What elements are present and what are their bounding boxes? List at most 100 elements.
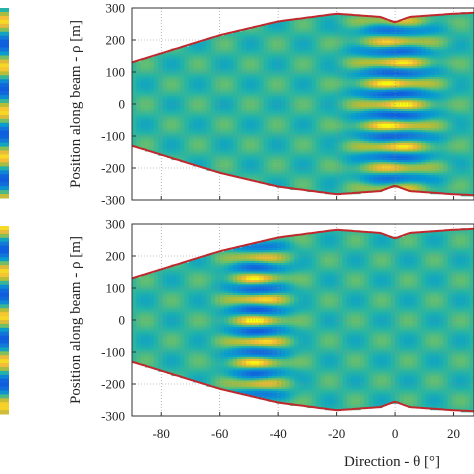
- heatmap-cell: [241, 48, 247, 52]
- heatmap-cell: [425, 40, 431, 43]
- heatmap-cell: [430, 108, 436, 111]
- heatmap-cell: [395, 44, 401, 47]
- heatmap-cell: [386, 95, 392, 99]
- heatmap-cell: [289, 95, 295, 99]
- heatmap-cell: [386, 74, 392, 77]
- heatmap-cell: [333, 99, 339, 103]
- heatmap-cell: [311, 146, 317, 150]
- heatmap-cell: [399, 50, 405, 54]
- heatmap-cell: [390, 110, 396, 114]
- heatmap-cell: [232, 44, 238, 47]
- heatmap-cell: [232, 80, 238, 84]
- heatmap-cell: [250, 89, 256, 92]
- heatmap-cell: [254, 168, 260, 171]
- heatmap-cell: [189, 106, 194, 109]
- heatmap-cell: [175, 59, 181, 62]
- heatmap-cell: [324, 74, 330, 77]
- heatmap-cell: [412, 40, 418, 43]
- heatmap-cell: [246, 131, 251, 135]
- heatmap-cell: [425, 20, 431, 24]
- heatmap-cell: [307, 150, 313, 154]
- heatmap-cell: [421, 138, 427, 141]
- heatmap-cell: [324, 76, 330, 79]
- heatmap-cell: [421, 59, 427, 62]
- heatmap-cell: [184, 101, 190, 105]
- heatmap-cell: [351, 138, 357, 141]
- heatmap-cell: [149, 110, 155, 114]
- heatmap-cell: [346, 133, 352, 137]
- colorbar-cell: [0, 158, 9, 163]
- heatmap-cell: [386, 80, 392, 84]
- heatmap-cell: [136, 63, 142, 67]
- heatmap-cell: [180, 78, 186, 82]
- heatmap-cell: [145, 127, 151, 131]
- heatmap-cell: [228, 44, 234, 47]
- heatmap-cell: [167, 127, 173, 131]
- heatmap-cell: [145, 146, 151, 150]
- heatmap-cell: [333, 114, 339, 118]
- heatmap-cell: [259, 155, 265, 158]
- heatmap-cell: [351, 82, 357, 86]
- heatmap-cell: [206, 63, 212, 67]
- heatmap-cell: [276, 86, 282, 90]
- heatmap-cell: [417, 153, 422, 156]
- heatmap-cell: [403, 52, 409, 56]
- heatmap-cell: [197, 114, 203, 118]
- heatmap-cell: [390, 72, 396, 75]
- heatmap-cell: [281, 136, 287, 139]
- heatmap-cell: [303, 138, 308, 141]
- heatmap-cell: [232, 148, 238, 152]
- heatmap-cell: [162, 142, 168, 146]
- heatmap-cell: [311, 133, 317, 137]
- heatmap-cell: [136, 110, 142, 114]
- heatmap-cell: [351, 125, 357, 129]
- heatmap-cell: [434, 182, 440, 186]
- heatmap-cell: [254, 153, 260, 156]
- heatmap-cell: [316, 78, 322, 82]
- heatmap-cell: [294, 127, 300, 131]
- heatmap-cell: [316, 127, 322, 131]
- heatmap-cell: [250, 127, 256, 131]
- heatmap-cell: [153, 101, 159, 105]
- heatmap-cell: [189, 50, 194, 54]
- heatmap-cell: [232, 104, 238, 107]
- heatmap-cell: [272, 52, 278, 56]
- heatmap-cell: [263, 127, 269, 131]
- heatmap-cell: [408, 148, 414, 152]
- heatmap-cell: [206, 46, 212, 50]
- heatmap-cell: [329, 52, 335, 56]
- heatmap-cell: [276, 127, 282, 131]
- heatmap-cell: [215, 76, 221, 79]
- heatmap-cell: [298, 74, 304, 77]
- heatmap-cell: [267, 153, 273, 156]
- heatmap-cell: [386, 46, 392, 50]
- heatmap-cell: [224, 86, 230, 90]
- heatmap-cell: [281, 180, 287, 184]
- heatmap-cell: [329, 65, 335, 69]
- colorbar-cell: [0, 178, 9, 183]
- heatmap-cell: [285, 33, 291, 37]
- heatmap-cell: [381, 67, 387, 71]
- heatmap-cell: [360, 178, 365, 182]
- heatmap-cell: [281, 57, 287, 60]
- heatmap-cell: [285, 148, 291, 152]
- heatmap-cell: [351, 89, 357, 92]
- heatmap-cell: [386, 159, 392, 163]
- heatmap-cell: [250, 54, 256, 58]
- heatmap-cell: [399, 48, 405, 52]
- heatmap-cell: [311, 142, 317, 146]
- colorbar-cell: [0, 182, 9, 187]
- heatmap-cell: [329, 159, 335, 163]
- heatmap-cell: [329, 138, 335, 141]
- heatmap-cell: [342, 155, 348, 158]
- heatmap-cell: [303, 42, 308, 45]
- heatmap-cell: [136, 99, 142, 103]
- heatmap-cell: [408, 25, 414, 28]
- heatmap-cell: [333, 44, 339, 47]
- heatmap-cell: [202, 59, 208, 62]
- heatmap-cell: [351, 50, 357, 54]
- heatmap-cell: [421, 125, 427, 129]
- heatmap-cell: [167, 118, 173, 122]
- heatmap-cell: [232, 63, 238, 67]
- heatmap-cell: [298, 133, 304, 137]
